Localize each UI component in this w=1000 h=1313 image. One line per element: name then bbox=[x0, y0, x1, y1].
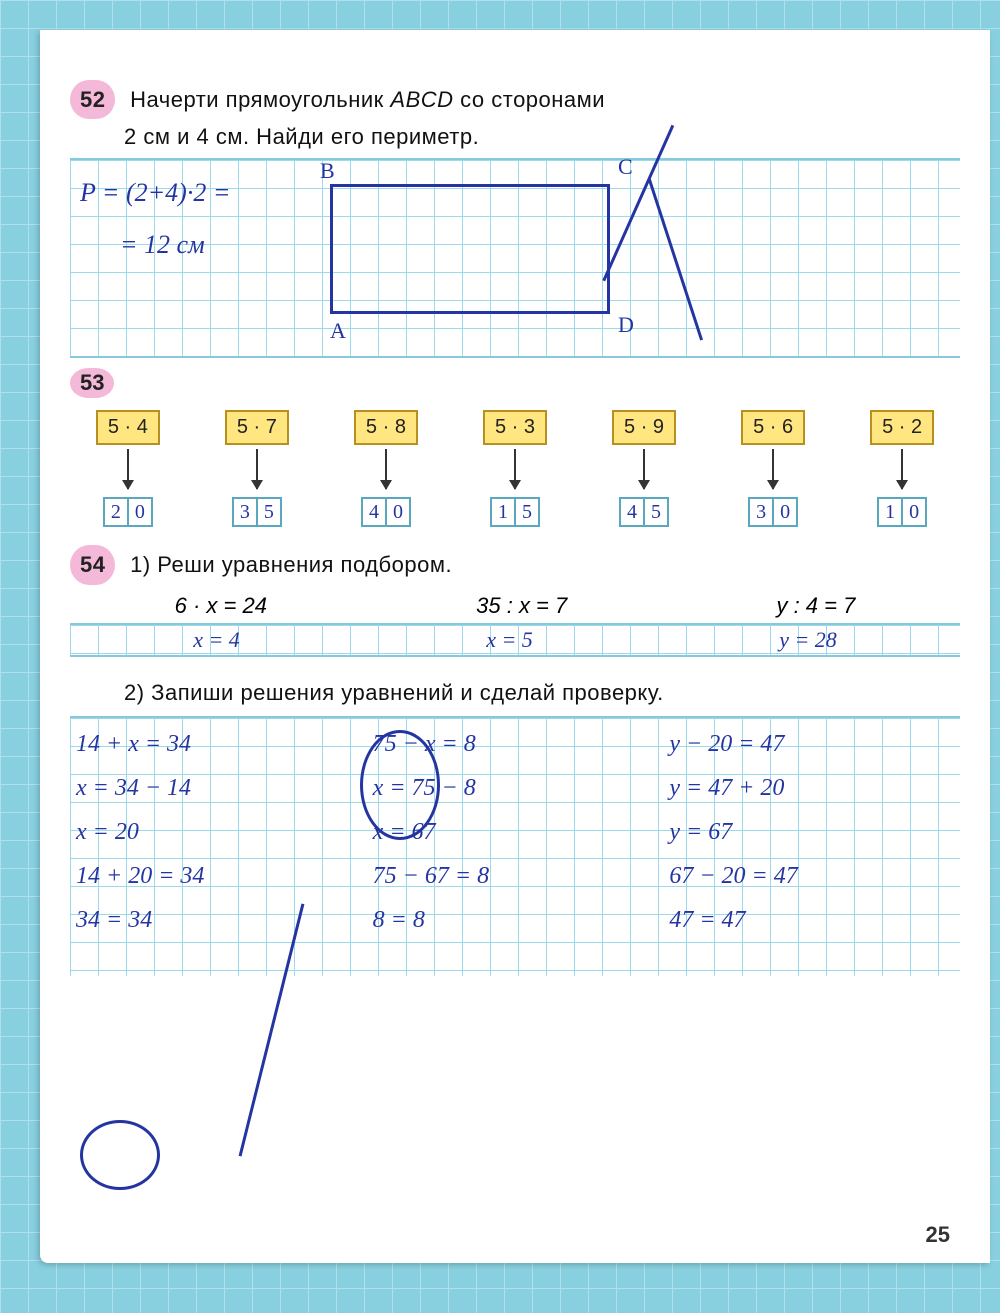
ex53-row: 5 · 4205 · 7355 · 8405 · 3155 · 9455 · 6… bbox=[70, 410, 960, 527]
answer-digit: 4 bbox=[619, 497, 645, 527]
ex54-p2-title: 2) Запиши решения уравнений и сделай про… bbox=[124, 675, 960, 710]
mult-col-2: 5 · 8 40 bbox=[328, 410, 444, 527]
mult-question: 5 · 8 bbox=[354, 410, 418, 445]
mult-question: 5 · 9 bbox=[612, 410, 676, 445]
answer-digit: 5 bbox=[643, 497, 669, 527]
arrow-down-icon bbox=[514, 449, 516, 489]
ex54-number: 54 bbox=[70, 545, 115, 584]
mult-question: 5 · 4 bbox=[96, 410, 160, 445]
arrow-down-icon bbox=[901, 449, 903, 489]
ex54-eqs1: 6 · x = 24 35 : x = 7 y : 4 = 7 bbox=[70, 593, 960, 619]
ex52-number: 52 bbox=[70, 80, 115, 119]
ex52-prompt: 52 Начерти прямоугольник ABCD со сторона… bbox=[70, 80, 960, 154]
exercise-54: 54 1) Реши уравнения подбором. 6 · x = 2… bbox=[70, 545, 960, 975]
ex52-grid: P = (2+4)·2 = = 12 см B C A D bbox=[70, 158, 960, 358]
mult-question: 5 · 3 bbox=[483, 410, 547, 445]
ex52-work-1: P = (2+4)·2 = bbox=[80, 178, 230, 208]
answer-pair: 10 bbox=[878, 497, 926, 527]
solution-line: 14 + x = 34 bbox=[76, 722, 361, 766]
eq1-c: y : 4 = 7 bbox=[776, 593, 855, 619]
answer-pair: 20 bbox=[104, 497, 152, 527]
answer-digit: 2 bbox=[103, 497, 129, 527]
arrow-down-icon bbox=[127, 449, 129, 489]
solution-line: y = 47 + 20 bbox=[669, 766, 954, 810]
ex54-ans1-line: x = 4 x = 5 y = 28 bbox=[70, 623, 960, 657]
rectangle-abcd bbox=[330, 184, 610, 314]
ex54-solution-grid: 14 + x = 34x = 34 − 14x = 2014 + 20 = 34… bbox=[70, 716, 960, 976]
solution-col-0: 14 + x = 34x = 34 − 14x = 2014 + 20 = 34… bbox=[70, 718, 367, 976]
ans1-b: x = 5 bbox=[486, 627, 533, 653]
answer-digit: 3 bbox=[748, 497, 774, 527]
answer-digit: 4 bbox=[361, 497, 387, 527]
mult-col-5: 5 · 6 30 bbox=[715, 410, 831, 527]
mult-col-6: 5 · 2 10 bbox=[844, 410, 960, 527]
label-D: D bbox=[618, 312, 634, 338]
exercise-53: 53 5 · 4205 · 7355 · 8405 · 3155 · 9455 … bbox=[70, 368, 960, 527]
mult-col-3: 5 · 3 15 bbox=[457, 410, 573, 527]
solution-line: 47 = 47 bbox=[669, 898, 954, 942]
solution-line: x = 20 bbox=[76, 810, 361, 854]
scribble-oval-1 bbox=[360, 730, 440, 840]
eq1-b: 35 : x = 7 bbox=[476, 593, 567, 619]
answer-pair: 35 bbox=[233, 497, 281, 527]
solution-line: 34 = 34 bbox=[76, 898, 361, 942]
arrow-down-icon bbox=[772, 449, 774, 489]
arrow-down-icon bbox=[385, 449, 387, 489]
solution-line: 75 − 67 = 8 bbox=[373, 854, 658, 898]
ex54-part1: 54 1) Реши уравнения подбором. bbox=[70, 545, 960, 584]
ex52-work-2: = 12 см bbox=[120, 230, 205, 260]
arrow-down-icon bbox=[643, 449, 645, 489]
scribble-oval-2 bbox=[80, 1120, 160, 1190]
answer-pair: 40 bbox=[362, 497, 410, 527]
solution-line: y − 20 = 47 bbox=[669, 722, 954, 766]
eq1-a: 6 · x = 24 bbox=[175, 593, 267, 619]
exercise-52: 52 Начерти прямоугольник ABCD со сторона… bbox=[70, 80, 960, 358]
mult-col-0: 5 · 4 20 bbox=[70, 410, 186, 527]
answer-pair: 30 bbox=[749, 497, 797, 527]
solution-line: 67 − 20 = 47 bbox=[669, 854, 954, 898]
page-number: 25 bbox=[926, 1222, 950, 1248]
answer-digit: 5 bbox=[256, 497, 282, 527]
solution-col-2: y − 20 = 47y = 47 + 20y = 6767 − 20 = 47… bbox=[663, 718, 960, 976]
ex52-abcd: ABCD bbox=[390, 87, 453, 112]
answer-digit: 0 bbox=[127, 497, 153, 527]
workbook-page: 52 Начерти прямоугольник ABCD со сторона… bbox=[40, 30, 990, 1263]
mult-col-4: 5 · 9 45 bbox=[586, 410, 702, 527]
ex52-text-a: Начерти прямоугольник bbox=[130, 87, 384, 112]
answer-digit: 0 bbox=[901, 497, 927, 527]
label-C: C bbox=[618, 154, 633, 180]
solution-line: 14 + 20 = 34 bbox=[76, 854, 361, 898]
answer-digit: 1 bbox=[490, 497, 516, 527]
answer-digit: 1 bbox=[877, 497, 903, 527]
ex53-number: 53 bbox=[70, 368, 114, 398]
answer-pair: 45 bbox=[620, 497, 668, 527]
ans1-a: x = 4 bbox=[193, 627, 240, 653]
label-A: A bbox=[330, 318, 346, 344]
answer-pair: 15 bbox=[491, 497, 539, 527]
solution-line: y = 67 bbox=[669, 810, 954, 854]
answer-digit: 3 bbox=[232, 497, 258, 527]
mult-col-1: 5 · 7 35 bbox=[199, 410, 315, 527]
mult-question: 5 · 2 bbox=[870, 410, 934, 445]
mult-question: 5 · 6 bbox=[741, 410, 805, 445]
answer-digit: 5 bbox=[514, 497, 540, 527]
label-B: B bbox=[320, 158, 335, 184]
solution-line: 8 = 8 bbox=[373, 898, 658, 942]
ex54-p1-title: 1) Реши уравнения подбором. bbox=[130, 552, 452, 577]
ex52-text-b: со сторонами bbox=[460, 87, 605, 112]
arrow-down-icon bbox=[256, 449, 258, 489]
mult-question: 5 · 7 bbox=[225, 410, 289, 445]
answer-digit: 0 bbox=[385, 497, 411, 527]
ans1-c: y = 28 bbox=[779, 627, 837, 653]
ex52-text-l2: 2 см и 4 см. Найди его периметр. bbox=[124, 124, 479, 149]
answer-digit: 0 bbox=[772, 497, 798, 527]
solution-line: x = 34 − 14 bbox=[76, 766, 361, 810]
